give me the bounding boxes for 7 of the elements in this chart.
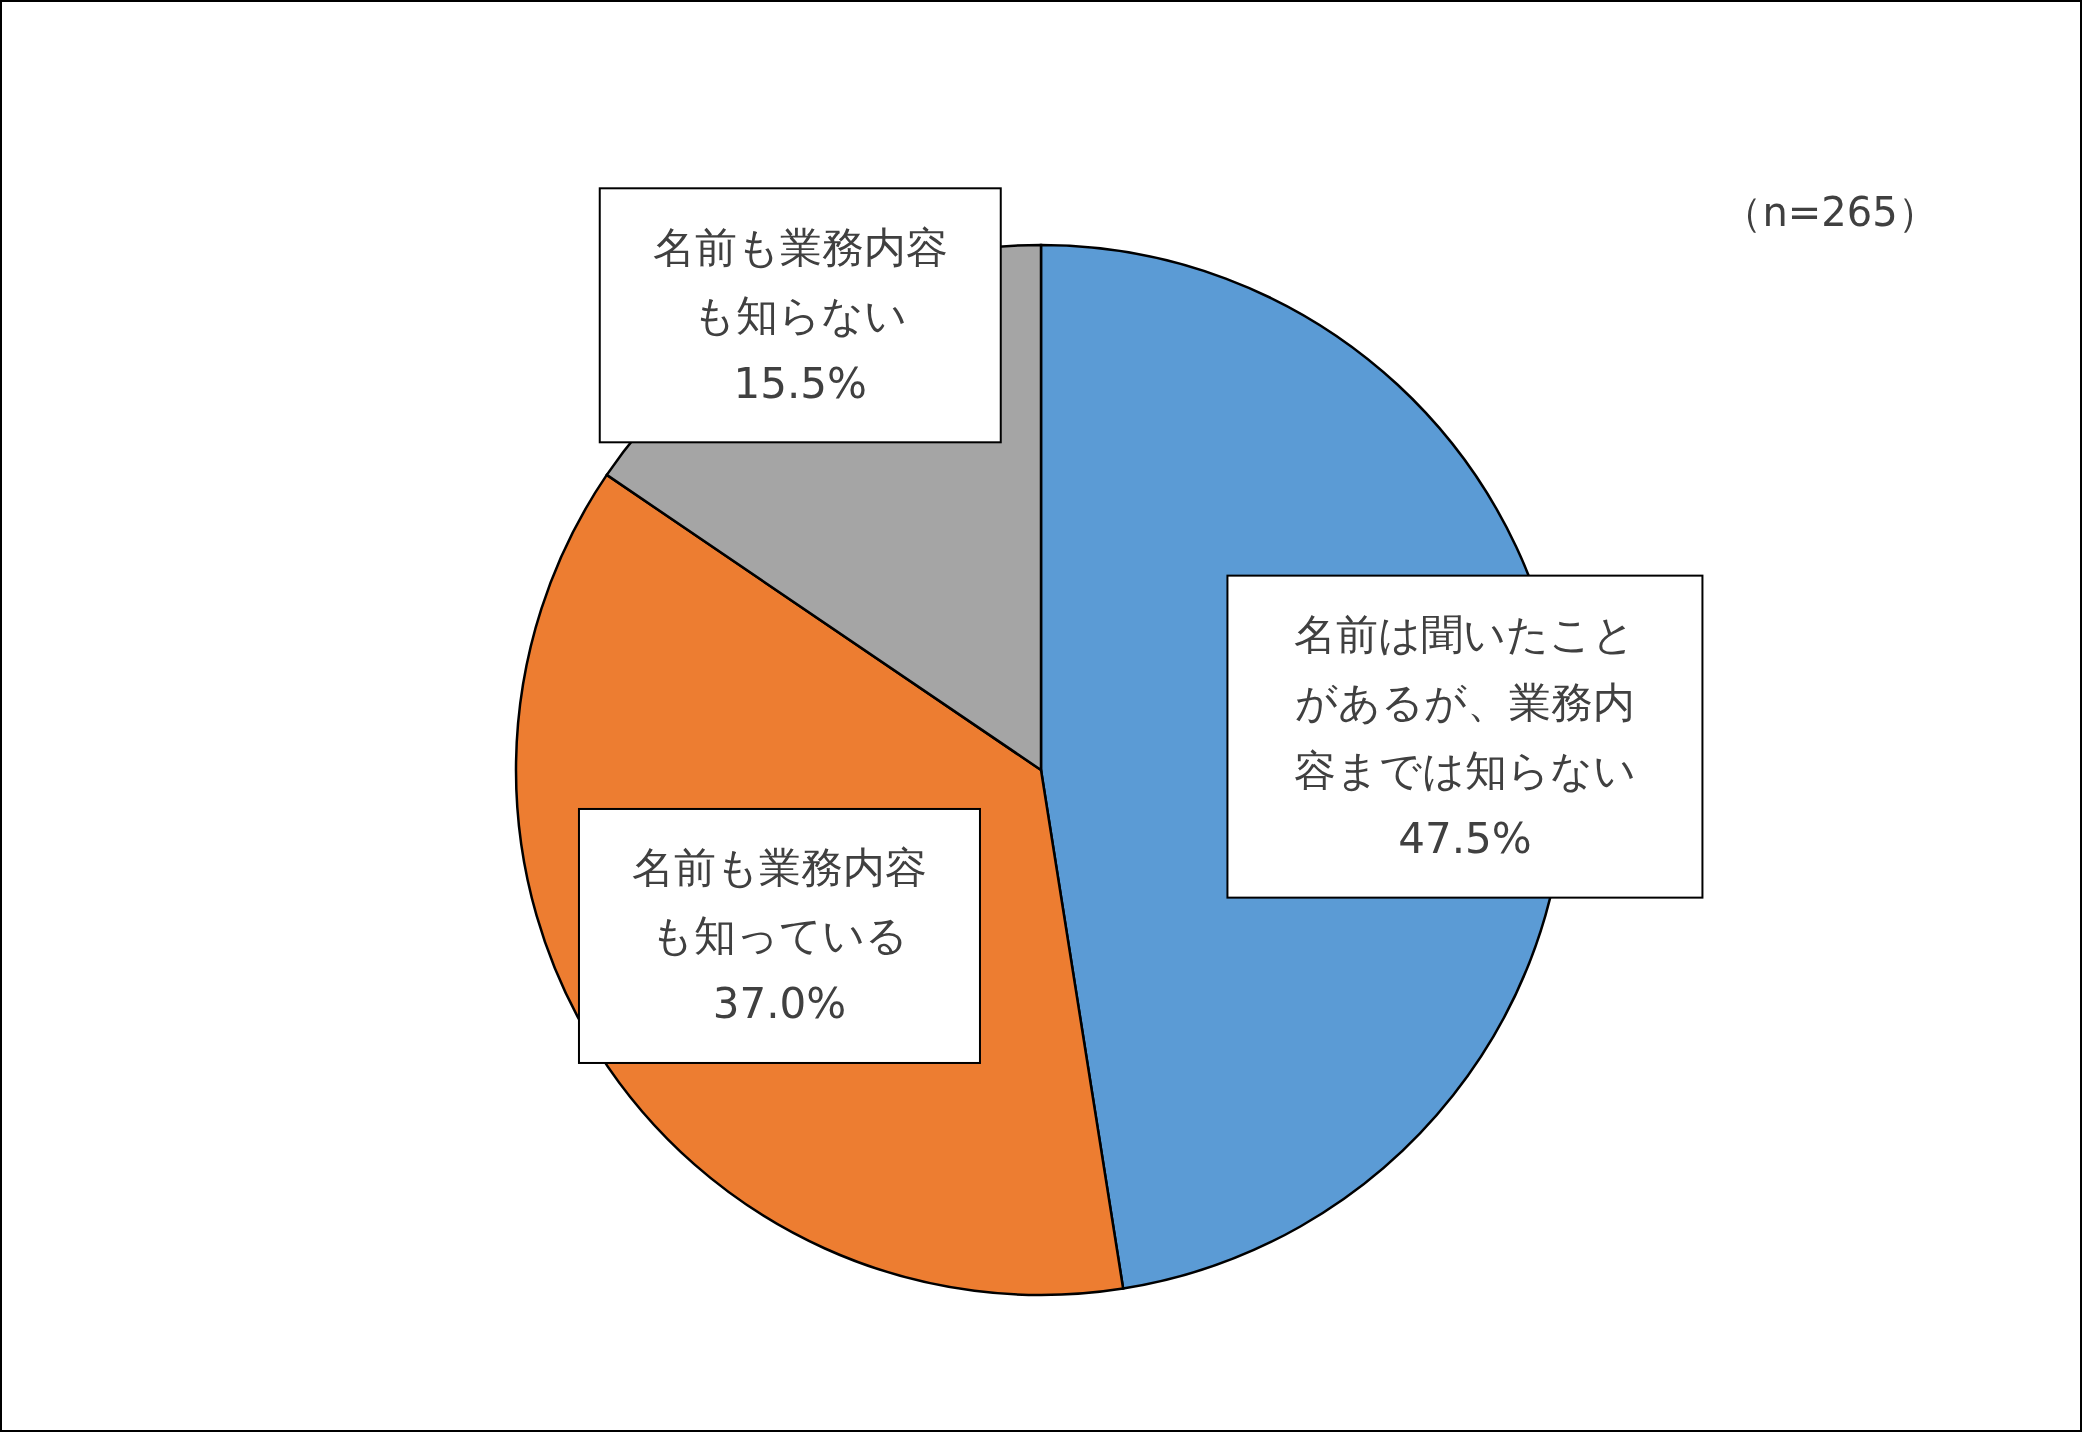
slice-label: 名前も業務内容も知っている — [631, 843, 927, 961]
data-label: 47.5% — [1398, 814, 1532, 864]
text: （n=265） — [1722, 189, 1938, 235]
data-label: 15.5% — [733, 358, 867, 408]
data-label: 37.0% — [712, 979, 847, 1029]
slice-label: 名前は聞いたことがあるが、業務内容までは知らない — [1293, 610, 1636, 796]
slice-label: 名前も業務内容も知らない — [652, 222, 948, 340]
